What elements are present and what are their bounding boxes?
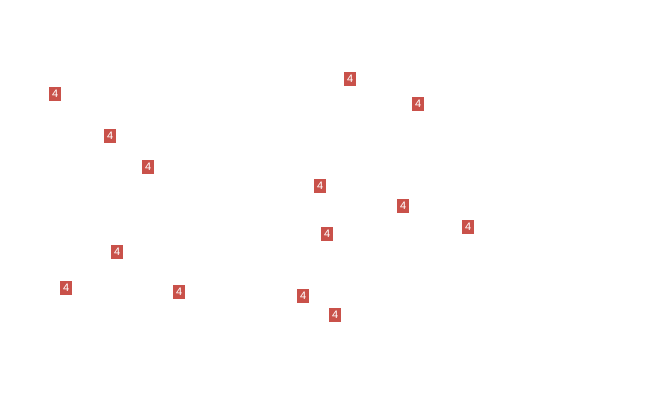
som-mark-badge[interactable]: 4	[297, 289, 309, 303]
som-mark-badge[interactable]: 4	[173, 285, 185, 299]
som-mark-badge[interactable]: 4	[344, 72, 356, 86]
som-mark-badge[interactable]: 4	[60, 281, 72, 295]
som-mark-badge[interactable]: 4	[329, 308, 341, 322]
som-mark-badge[interactable]: 4	[142, 160, 154, 174]
som-mark-badge[interactable]: 4	[111, 245, 123, 259]
som-mark-badge[interactable]: 4	[412, 97, 424, 111]
som-mark-badge[interactable]: 4	[397, 199, 409, 213]
som-mark-badge[interactable]: 4	[314, 179, 326, 193]
som-mark-badge[interactable]: 4	[49, 87, 61, 101]
som-mark-badge[interactable]: 4	[462, 220, 474, 234]
som-mark-badge[interactable]: 4	[104, 129, 116, 143]
som-mark-badge[interactable]: 4	[321, 227, 333, 241]
